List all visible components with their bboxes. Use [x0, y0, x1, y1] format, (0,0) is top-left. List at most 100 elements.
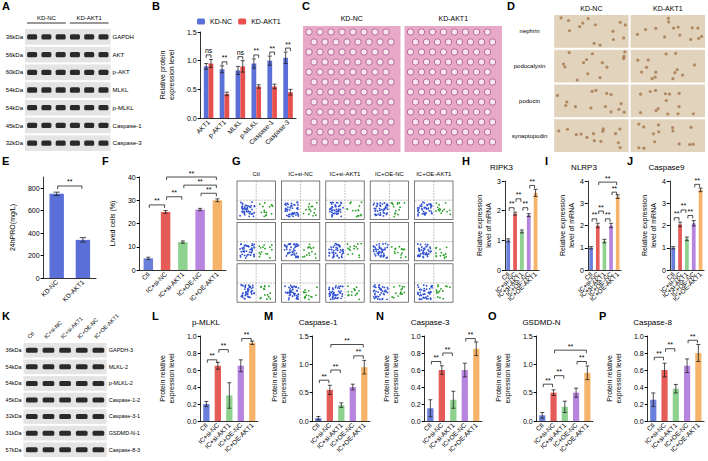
svg-text:**: **: [189, 170, 195, 177]
svg-text:GAPDH: GAPDH: [113, 34, 134, 40]
svg-text:0.6: 0.6: [411, 367, 421, 374]
svg-text:**: **: [222, 54, 228, 61]
svg-text:GSDMD-N: GSDMD-N: [522, 318, 560, 327]
svg-text:IC+OE-AKT1: IC+OE-AKT1: [335, 421, 367, 453]
svg-text:**: **: [568, 343, 574, 350]
svg-text:IC+si-NC: IC+si-NC: [288, 171, 313, 177]
svg-text:0.4: 0.4: [411, 384, 421, 391]
svg-text:level of mRNA: level of mRNA: [485, 203, 492, 248]
svg-text:**: **: [667, 341, 673, 348]
svg-text:400: 400: [28, 230, 40, 237]
svg-text:Ctl: Ctl: [140, 271, 151, 282]
svg-text:Lived cells (%): Lived cells (%): [109, 201, 117, 247]
svg-text:Caspase-1: Caspase-1: [113, 123, 143, 129]
svg-text:KD-AKT1: KD-AKT1: [77, 15, 103, 21]
svg-text:MLKL-2: MLKL-2: [109, 364, 128, 370]
svg-text:expression level: expression level: [168, 353, 176, 404]
svg-text:Ctl: Ctl: [253, 171, 260, 177]
svg-text:**: **: [529, 178, 535, 185]
svg-text:**: **: [509, 200, 515, 207]
svg-text:0.2: 0.2: [187, 401, 197, 408]
svg-text:0.5: 0.5: [187, 86, 197, 93]
svg-text:1.0: 1.0: [187, 333, 197, 340]
svg-text:36kDa: 36kDa: [6, 34, 24, 40]
svg-text:IC+OE-AKT1: IC+OE-AKT1: [669, 421, 701, 453]
svg-text:40: 40: [128, 174, 136, 181]
svg-text:KD-NC: KD-NC: [580, 5, 602, 12]
svg-text:45kDa: 45kDa: [6, 123, 24, 129]
svg-text:Relative expression: Relative expression: [641, 195, 649, 256]
svg-text:**: **: [254, 47, 260, 54]
svg-text:36kDa: 36kDa: [6, 347, 23, 353]
svg-text:**: **: [598, 204, 604, 211]
svg-text:2: 2: [662, 222, 666, 229]
svg-text:4: 4: [662, 178, 666, 185]
svg-text:Relative expression: Relative expression: [559, 195, 567, 256]
svg-text:**: **: [688, 208, 694, 215]
svg-text:**: **: [445, 346, 451, 353]
svg-text:1.0: 1.0: [299, 361, 309, 368]
svg-text:30: 30: [128, 197, 136, 204]
svg-text:0.4: 0.4: [634, 384, 644, 391]
svg-text:IC+OE-NC: IC+OE-NC: [375, 171, 405, 177]
svg-text:ns: ns: [237, 49, 245, 56]
svg-text:54kDa: 54kDa: [6, 380, 23, 386]
svg-text:Ctl: Ctl: [26, 331, 35, 340]
svg-text:0.0: 0.0: [411, 418, 421, 425]
svg-text:KD-AKT1: KD-AKT1: [653, 5, 683, 12]
svg-text:56kDa: 56kDa: [6, 52, 24, 58]
svg-text:p-AKT1: p-AKT1: [206, 118, 227, 139]
svg-text:synaptopodin: synaptopodin: [512, 133, 548, 139]
svg-text:0.0: 0.0: [523, 418, 533, 425]
svg-text:IC+OE-AKT1: IC+OE-AKT1: [188, 270, 220, 302]
svg-text:KD-NC: KD-NC: [341, 15, 363, 22]
svg-text:0.8: 0.8: [187, 350, 197, 357]
svg-text:0.2: 0.2: [411, 401, 421, 408]
svg-text:podocalyxin: podocalyxin: [514, 63, 546, 69]
svg-text:**: **: [333, 363, 339, 370]
svg-text:600: 600: [28, 207, 40, 214]
svg-text:IC+OE-AKT1: IC+OE-AKT1: [416, 171, 452, 177]
svg-text:**: **: [556, 368, 562, 375]
svg-text:**: **: [221, 342, 227, 349]
svg-text:KD-NC: KD-NC: [40, 278, 60, 298]
svg-text:0.0: 0.0: [187, 115, 197, 122]
svg-text:**: **: [67, 178, 73, 185]
svg-text:0.0: 0.0: [299, 418, 309, 425]
svg-text:**: **: [592, 211, 598, 218]
svg-text:KD-AKT1: KD-AKT1: [251, 18, 281, 25]
svg-text:Protein relative: Protein relative: [606, 355, 613, 402]
svg-text:**: **: [285, 41, 291, 48]
svg-text:Protein relative: Protein relative: [495, 355, 502, 402]
svg-text:Caspase-3: Caspase-3: [411, 318, 450, 327]
svg-text:Caspase-8: Caspase-8: [633, 318, 672, 327]
svg-text:p-AKT: p-AKT: [113, 69, 130, 75]
svg-text:nephrin: nephrin: [520, 28, 540, 34]
svg-text:**: **: [197, 178, 203, 185]
svg-text:1.5: 1.5: [299, 333, 309, 340]
svg-text:**: **: [681, 202, 687, 209]
svg-text:Caspase-3-1: Caspase-3-1: [109, 413, 141, 419]
svg-text:IC+OE-AKT1: IC+OE-AKT1: [558, 421, 590, 453]
svg-text:1: 1: [580, 244, 584, 251]
svg-text:**: **: [545, 377, 551, 384]
svg-text:AKT: AKT: [113, 52, 125, 58]
svg-text:**: **: [605, 211, 611, 218]
svg-text:0.8: 0.8: [411, 350, 421, 357]
svg-text:0.6: 0.6: [187, 367, 197, 374]
svg-text:45kDa: 45kDa: [6, 397, 23, 403]
svg-text:**: **: [209, 352, 215, 359]
svg-text:**: **: [656, 350, 662, 357]
svg-text:**: **: [694, 177, 700, 184]
svg-text:**: **: [674, 210, 680, 217]
svg-text:200: 200: [28, 252, 40, 259]
svg-text:**: **: [516, 191, 522, 198]
svg-text:IC+si-AKT1: IC+si-AKT1: [330, 171, 362, 177]
svg-text:0: 0: [662, 267, 666, 274]
svg-text:54kDa: 54kDa: [6, 105, 24, 111]
svg-text:**: **: [468, 331, 474, 338]
svg-text:0.2: 0.2: [634, 401, 644, 408]
svg-text:54kDa: 54kDa: [6, 364, 23, 370]
svg-text:32kDa: 32kDa: [6, 413, 23, 419]
svg-text:Caspase9: Caspase9: [648, 163, 685, 172]
